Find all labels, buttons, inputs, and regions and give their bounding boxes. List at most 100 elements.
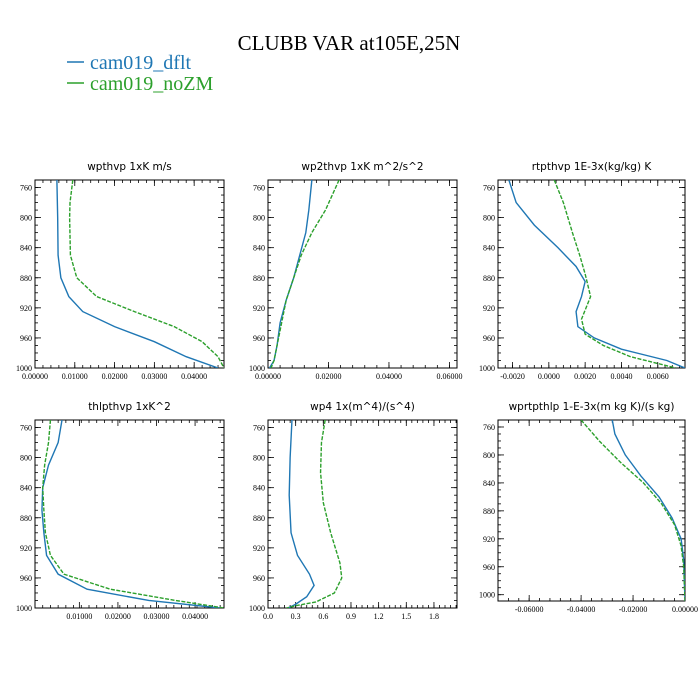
series-line-cam019_dflt: [41, 420, 221, 608]
series-line-cam019_dflt: [287, 420, 315, 608]
panels: wpthvp 1xK m/s0.00000 0.01000 0.02000 0.030…: [16, 161, 698, 621]
x-tick-label: 0.03000: [144, 612, 170, 621]
x-tick-label: 0.03000: [141, 372, 167, 381]
panel-title: thlpthvp 1xK^2: [88, 401, 171, 413]
x-tick-label: 1.8: [429, 612, 439, 621]
y-tick-label: 960: [20, 574, 32, 583]
x-tick-label: 0.00000: [672, 605, 698, 614]
y-tick-label: 1000: [16, 364, 32, 373]
plot-frame: [34, 179, 225, 369]
y-tick-label: 880: [20, 274, 32, 283]
y-tick-label: 800: [253, 454, 265, 463]
x-tick-label: 0.0000: [538, 372, 560, 381]
x-tick-label: 1.2: [374, 612, 384, 621]
x-tick-label: 0.3: [291, 612, 301, 621]
panel-title: wp4 1x(m^4)/(s^4): [310, 401, 415, 413]
series-line-cam019_dflt: [56, 180, 219, 368]
y-tick-label: 1000: [479, 591, 495, 600]
y-tick-label: 800: [483, 214, 495, 223]
y-tick-label: 960: [20, 334, 32, 343]
y-tick-label: 880: [253, 274, 265, 283]
y-tick-label: 920: [253, 544, 265, 553]
y-tick-label: 920: [20, 304, 32, 313]
y-tick-label: 1000: [16, 604, 32, 613]
x-tick-label: 0.01000: [62, 372, 88, 381]
panel-title: wprtpthlp 1-E-3x(m kg K)/(s kg): [509, 401, 675, 413]
panel-4: thlpthvp 1xK^2 0.01000 0.02000 0.03000 0.040…: [16, 401, 225, 621]
x-tick-label: 0.0060: [647, 372, 669, 381]
figure-legend: cam019_dflt cam019_noZM: [67, 52, 214, 95]
panel-2: wp2thvp 1xK m^2/s^2 0.00000 0.02000 0.04000…: [249, 161, 462, 381]
y-tick-label: 760: [20, 184, 32, 193]
x-tick-label: 0.06000: [436, 372, 462, 381]
x-tick-label: 0.00000: [255, 372, 281, 381]
series-line-cam019_noZM: [553, 180, 677, 368]
y-tick-label: 960: [483, 563, 495, 572]
series-line-cam019_noZM: [270, 180, 340, 368]
plot-frame: [497, 179, 686, 369]
x-tick-label: -0.02000: [619, 605, 648, 614]
panel-5: wp4 1x(m^4)/(s^4) 0.0 0.3 0.6 0.9 1.2 1.5 1.8 76…: [249, 401, 458, 621]
panel-title: wp2thvp 1xK m^2/s^2: [301, 161, 423, 173]
y-tick-label: 920: [483, 535, 495, 544]
y-tick-label: 840: [253, 244, 265, 253]
x-tick-label: 0.04000: [181, 372, 207, 381]
series-line-cam019_noZM: [580, 420, 685, 601]
x-tick-label: 0.04000: [182, 612, 208, 621]
series-line-cam019_dflt: [268, 180, 313, 368]
figure-title: CLUBB VAR at105E,25N: [238, 31, 461, 55]
panel-title: wpthvp 1xK m/s: [87, 161, 172, 173]
panel-6: wprtpthlp 1-E-3x(m kg K)/(s kg) -0.06000 -…: [479, 401, 698, 614]
y-tick-label: 760: [253, 424, 265, 433]
y-tick-label: 760: [483, 423, 495, 432]
x-tick-label: 0.6: [318, 612, 328, 621]
x-tick-label: 0.9: [346, 612, 356, 621]
y-tick-label: 920: [253, 304, 265, 313]
x-tick-label: 0.0: [263, 612, 273, 621]
series-line-cam019_noZM: [68, 180, 224, 368]
plot-frame: [34, 419, 225, 609]
y-tick-label: 1000: [479, 364, 495, 373]
x-tick-label: 0.02000: [315, 372, 341, 381]
x-tick-label: -0.06000: [515, 605, 544, 614]
x-tick-label: 0.01000: [66, 612, 92, 621]
y-tick-label: 840: [20, 244, 32, 253]
series-line-cam019_dflt: [508, 180, 685, 368]
panel-1: wpthvp 1xK m/s 0.00000 0.01000 0.02000 0.030…: [16, 161, 225, 381]
y-tick-label: 880: [20, 514, 32, 523]
y-tick-label: 760: [253, 184, 265, 193]
panel-title: rtpthvp 1E-3x(kg/kg) K: [532, 161, 653, 173]
x-tick-label: 1.5: [401, 612, 411, 621]
legend-label-dflt: cam019_dflt: [90, 52, 192, 74]
y-tick-label: 1000: [249, 604, 265, 613]
y-tick-label: 840: [483, 479, 495, 488]
x-tick-label: -0.04000: [567, 605, 596, 614]
y-tick-label: 800: [253, 214, 265, 223]
x-tick-label: 0.0040: [610, 372, 632, 381]
x-tick-label: 0.04000: [376, 372, 402, 381]
y-tick-label: 880: [483, 507, 495, 516]
legend-label-nozm: cam019_noZM: [90, 73, 214, 95]
x-tick-label: 0.0020: [574, 372, 596, 381]
y-tick-label: 920: [20, 544, 32, 553]
y-tick-label: 880: [483, 274, 495, 283]
x-tick-label: 0.02000: [102, 372, 128, 381]
y-tick-label: 760: [20, 424, 32, 433]
y-tick-label: 800: [20, 454, 32, 463]
y-tick-label: 1000: [249, 364, 265, 373]
series-line-cam019_noZM: [286, 420, 343, 608]
x-tick-label: 0.02000: [105, 612, 131, 621]
y-tick-label: 960: [253, 574, 265, 583]
y-tick-label: 960: [253, 334, 265, 343]
y-tick-label: 880: [253, 514, 265, 523]
plot-frame: [267, 419, 458, 609]
y-tick-label: 960: [483, 334, 495, 343]
panel-3: rtpthvp 1E-3x(kg/kg) K -0.0020 0.0000 0.002…: [479, 161, 686, 381]
plot-frame: [267, 179, 458, 369]
series-line-cam019_noZM: [42, 420, 224, 608]
y-tick-label: 840: [483, 244, 495, 253]
plot-frame: [497, 419, 686, 602]
y-tick-label: 840: [253, 484, 265, 493]
y-tick-label: 920: [483, 304, 495, 313]
